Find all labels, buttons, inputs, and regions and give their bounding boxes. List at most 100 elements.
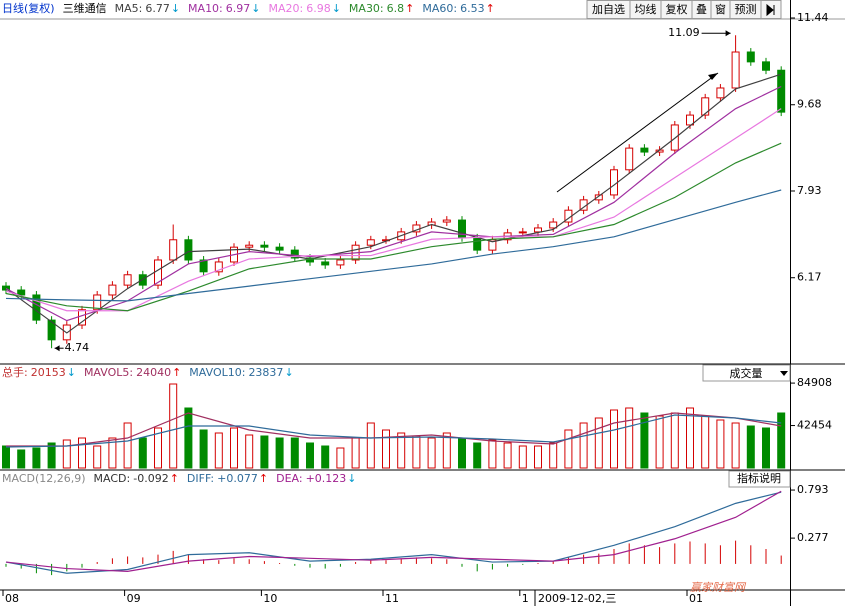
indicator-line xyxy=(5,490,782,572)
legend-value: 24040 xyxy=(136,366,171,379)
candle-body xyxy=(777,69,786,113)
candle-body xyxy=(686,114,694,126)
volume-bar xyxy=(442,432,451,469)
legend-name: MA10: xyxy=(188,2,223,15)
nav-icon xyxy=(766,3,775,17)
legend-name: MAVOL5: xyxy=(84,366,133,379)
volume-bar xyxy=(488,439,497,469)
candle-body xyxy=(214,261,223,273)
volume-bar xyxy=(306,442,314,469)
legend-value: 6.98 xyxy=(306,2,331,15)
legend-arrow: ↓ xyxy=(284,366,293,379)
indicator-line xyxy=(5,189,782,302)
candle-body xyxy=(701,97,710,116)
volume-bar xyxy=(93,445,102,469)
toolbar-button-label: 加自选 xyxy=(592,3,625,16)
legend-name: MAVOL10: xyxy=(189,366,245,379)
volume-bar xyxy=(503,442,512,469)
stock-name: 三维通信 xyxy=(63,2,107,15)
volume-bar xyxy=(62,439,71,469)
volume-bar xyxy=(655,415,664,469)
candle-body xyxy=(78,309,86,326)
volume-bar xyxy=(199,429,208,469)
toolbar-button-label: 叠 xyxy=(696,3,707,16)
volume-bar xyxy=(382,429,390,469)
dropdown-arrow xyxy=(780,371,788,376)
volume-bar xyxy=(108,437,117,469)
toolbar-button-label: 窗 xyxy=(715,2,726,16)
legend-arrow: ↑ xyxy=(170,472,179,485)
volume-bar xyxy=(534,445,542,469)
legend-name: MA20: xyxy=(268,2,303,15)
indicator-line xyxy=(5,108,782,312)
volume-bar xyxy=(230,427,238,469)
volume-bar xyxy=(640,412,649,469)
min-pointer-head xyxy=(54,345,60,352)
legend-value: 6.77 xyxy=(145,2,170,15)
candle-body xyxy=(275,246,284,251)
indicator-line xyxy=(5,85,782,322)
volume-bar xyxy=(777,412,786,469)
candle-body xyxy=(625,147,634,171)
legend-value: 23837 xyxy=(248,366,283,379)
candle-body xyxy=(473,237,482,251)
volume-bar xyxy=(762,427,770,469)
candle-body xyxy=(594,194,603,201)
candle-body xyxy=(731,51,740,89)
volume-bar xyxy=(32,447,41,469)
y-tick-label: 7.93 xyxy=(797,184,822,197)
volume-bar xyxy=(78,437,86,469)
volume-bar xyxy=(473,442,482,469)
legend-name: MACD: xyxy=(94,472,131,485)
volume-bar xyxy=(412,435,421,469)
volume-bar xyxy=(701,415,710,469)
volume-bar xyxy=(290,437,299,469)
legend-name: DIFF: xyxy=(187,472,214,485)
cursor-label-box xyxy=(536,591,618,605)
volume-bar xyxy=(458,437,466,469)
candle-body xyxy=(518,231,527,234)
help-button-label: 指标说明 xyxy=(737,471,781,485)
help-button[interactable] xyxy=(728,470,791,488)
indicator-selector[interactable] xyxy=(702,364,791,382)
legend-arrow: ↑ xyxy=(486,2,495,15)
legend-row: MACD(12,26,9) MACD: -0.092↑ DIFF: +0.077↑ DEA… xyxy=(2,472,357,485)
candle-body xyxy=(610,169,618,196)
legend-arrow: ↓ xyxy=(332,2,341,15)
y-tick-label: 11.44 xyxy=(797,11,829,24)
volume-bar xyxy=(579,422,588,469)
volume-bar xyxy=(594,417,603,469)
x-tick-label: 10 xyxy=(263,592,277,605)
indicator-line xyxy=(6,412,782,447)
candle-body xyxy=(746,51,755,63)
volume-bar xyxy=(564,429,573,469)
x-tick-label: 09 xyxy=(127,592,141,605)
indicator-title: MACD(12,26,9) xyxy=(2,472,86,485)
candle-body xyxy=(184,239,193,261)
y-tick-label: 6.17 xyxy=(797,271,822,284)
volume-bar xyxy=(366,422,375,469)
legend-value: +0.123 xyxy=(306,472,347,485)
x-tick-label: 08 xyxy=(5,592,19,605)
candle-body xyxy=(260,244,269,248)
volume-bar xyxy=(351,437,360,469)
x-tick-label: 1 xyxy=(522,592,529,605)
legend-value: 6.8 xyxy=(387,2,405,15)
volume-bar xyxy=(154,427,162,469)
candle-body xyxy=(47,319,56,341)
volume-bar xyxy=(138,437,147,469)
volume-bar xyxy=(2,445,10,469)
candle-body xyxy=(123,274,132,286)
candle-body xyxy=(169,239,178,261)
volume-bar xyxy=(670,412,679,469)
toolbar-button-label: 复权 xyxy=(666,2,688,16)
y-tick-label: 9.68 xyxy=(797,98,822,111)
legend-arrow: ↑ xyxy=(259,472,268,485)
cursor-label: 2009-12-02,三 xyxy=(538,592,616,605)
x-tick-label: 11 xyxy=(385,592,399,605)
max-pointer-head xyxy=(725,30,731,37)
y-tick-label: 0.277 xyxy=(797,531,829,544)
candle-body xyxy=(93,294,102,311)
volume-bar xyxy=(336,447,345,469)
legend-name: MA5: xyxy=(115,2,143,15)
